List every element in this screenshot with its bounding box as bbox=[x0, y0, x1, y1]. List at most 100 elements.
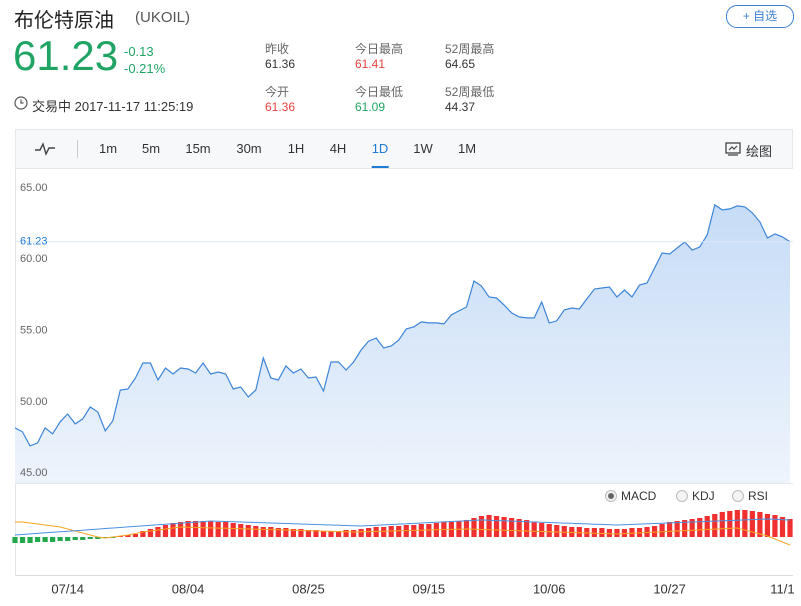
macd-bar bbox=[162, 525, 169, 537]
macd-bar bbox=[689, 519, 695, 537]
macd-bar bbox=[208, 521, 214, 537]
macd-bar bbox=[343, 530, 349, 537]
macd-bar bbox=[125, 535, 131, 537]
indicator-radio[interactable] bbox=[676, 490, 688, 502]
macd-bar bbox=[554, 525, 560, 537]
current-price-label: 61.23 bbox=[20, 236, 48, 248]
x-tick-label: 08/25 bbox=[292, 581, 325, 596]
period-tab[interactable]: 15m bbox=[185, 141, 211, 156]
macd-bar bbox=[290, 529, 296, 537]
y-tick-label: 50.00 bbox=[20, 396, 48, 408]
indicator-radio[interactable] bbox=[732, 490, 744, 502]
macd-bar bbox=[328, 531, 334, 537]
stat-value: 44.37 bbox=[445, 100, 476, 114]
macd-bar bbox=[584, 528, 590, 537]
period-tab[interactable]: 1m bbox=[98, 141, 118, 156]
macd-bar bbox=[177, 522, 184, 537]
price-change-percent: -0.21% bbox=[124, 61, 166, 76]
macd-bar bbox=[192, 521, 199, 537]
macd-bar bbox=[516, 519, 522, 537]
macd-bar bbox=[50, 537, 56, 542]
macd-bar bbox=[260, 527, 266, 537]
toolbar: 1m 5m 15m 30m 1H 4H 1D 1W 1M 绘图 bbox=[15, 129, 793, 169]
macd-bar bbox=[539, 523, 545, 537]
macd-bar bbox=[426, 524, 432, 537]
indicator-label[interactable]: RSI bbox=[748, 489, 768, 503]
macd-bar bbox=[170, 523, 176, 537]
y-tick-label: 65.00 bbox=[20, 182, 48, 194]
macd-bar bbox=[471, 518, 477, 537]
macd-bar bbox=[12, 537, 18, 543]
indicator-label[interactable]: MACD bbox=[621, 489, 657, 503]
macd-bar bbox=[411, 525, 417, 537]
period-tab-active[interactable]: 1D bbox=[371, 141, 389, 168]
x-tick-label: 10/06 bbox=[533, 581, 566, 596]
macd-bar bbox=[704, 516, 710, 537]
period-tab[interactable]: 4H bbox=[329, 141, 347, 156]
macd-bar bbox=[546, 524, 552, 537]
price-area bbox=[15, 204, 790, 483]
period-tab[interactable]: 5m bbox=[141, 141, 161, 156]
stat-label: 昨收 bbox=[265, 42, 290, 56]
add-watchlist-button[interactable]: + 自选 bbox=[726, 5, 794, 28]
macd-bar bbox=[87, 537, 93, 539]
macd-bar bbox=[34, 537, 41, 542]
macd-bar bbox=[147, 529, 154, 537]
macd-bar bbox=[742, 510, 748, 537]
stat-label: 今日最低 bbox=[355, 85, 404, 99]
indicator-radio-dot bbox=[608, 493, 614, 499]
stat-label: 今开 bbox=[265, 85, 290, 99]
macd-bar bbox=[238, 524, 244, 537]
period-tab[interactable]: 1M bbox=[457, 141, 477, 156]
y-tick-label: 55.00 bbox=[20, 325, 48, 337]
macd-bar bbox=[614, 529, 620, 537]
price-change: -0.13 bbox=[124, 44, 154, 59]
macd-bar bbox=[298, 529, 304, 537]
chart-type-icon[interactable] bbox=[35, 142, 55, 156]
macd-bar bbox=[140, 531, 146, 537]
period-tab[interactable]: 1W bbox=[413, 141, 433, 156]
macd-bar bbox=[245, 525, 251, 537]
macd-bar bbox=[381, 527, 387, 537]
macd-bar bbox=[305, 530, 312, 537]
stat-value: 61.41 bbox=[355, 57, 386, 71]
stat-label: 52周最高 bbox=[445, 42, 495, 56]
macd-bar bbox=[621, 529, 628, 537]
macd-bar bbox=[396, 526, 402, 537]
macd-bar bbox=[727, 511, 733, 537]
macd-bar bbox=[712, 514, 718, 537]
macd-bar bbox=[749, 511, 755, 537]
macd-bar bbox=[576, 527, 582, 537]
macd-bar bbox=[350, 530, 357, 537]
macd-bar bbox=[283, 528, 289, 537]
macd-bar bbox=[591, 528, 597, 537]
macd-line bbox=[15, 521, 791, 546]
x-tick-label: 08/04 bbox=[172, 581, 205, 596]
indicator-label[interactable]: KDJ bbox=[692, 489, 715, 503]
macd-bar bbox=[358, 529, 364, 537]
macd-bar bbox=[734, 510, 740, 537]
draw-button[interactable]: 绘图 bbox=[746, 144, 773, 159]
macd-bar bbox=[651, 526, 658, 537]
macd-bar bbox=[667, 522, 673, 537]
macd-bar bbox=[253, 526, 259, 537]
stat-value: 61.09 bbox=[355, 100, 386, 114]
macd-bar bbox=[230, 523, 236, 537]
macd-bar bbox=[772, 515, 778, 537]
macd-bar bbox=[27, 537, 33, 543]
clock-icon bbox=[14, 96, 28, 110]
macd-bar bbox=[72, 537, 78, 540]
last-price: 61.23 bbox=[13, 32, 119, 79]
draw-icon[interactable] bbox=[725, 142, 741, 156]
period-tab[interactable]: 1H bbox=[287, 141, 305, 156]
period-tab[interactable]: 30m bbox=[236, 141, 262, 156]
macd-bar bbox=[215, 522, 221, 537]
macd-bar bbox=[531, 522, 537, 537]
macd-bar bbox=[787, 519, 793, 537]
macd-bar bbox=[57, 537, 63, 541]
macd-bar bbox=[366, 528, 372, 537]
macd-bar bbox=[659, 524, 665, 537]
macd-bar bbox=[697, 518, 703, 537]
macd-bar bbox=[599, 528, 605, 537]
macd-bar bbox=[463, 520, 470, 537]
